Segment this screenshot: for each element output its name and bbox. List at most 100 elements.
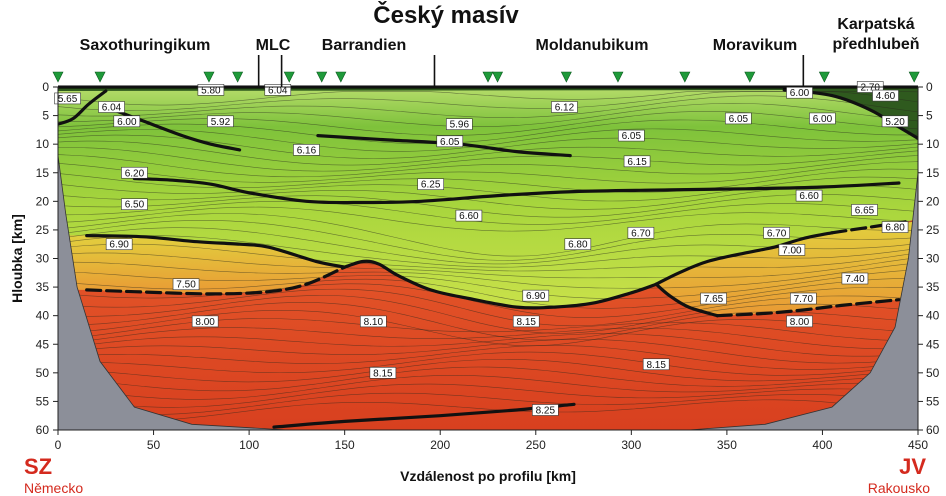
x-axis-label: Vzdálenost po profilu [km] bbox=[400, 468, 576, 484]
y-tick-label-right: 15 bbox=[926, 166, 940, 180]
velocity-label: 7.50 bbox=[176, 280, 196, 291]
velocity-contour bbox=[58, 213, 918, 257]
interface-line bbox=[85, 265, 347, 296]
velocity-label-box bbox=[105, 238, 133, 251]
velocity-contour bbox=[58, 161, 918, 184]
velocity-label: 5.96 bbox=[450, 120, 470, 131]
velocity-contour bbox=[58, 399, 918, 422]
velocity-label: 6.00 bbox=[790, 88, 810, 99]
velocity-label: 7.70 bbox=[794, 294, 814, 305]
province-label: Moravikum bbox=[713, 37, 797, 54]
velocity-label: 6.90 bbox=[526, 291, 546, 302]
velocity-label-box bbox=[98, 101, 125, 113]
velocity-label: 5.20 bbox=[885, 117, 905, 128]
interface-line bbox=[272, 402, 576, 429]
velocity-label-box bbox=[121, 198, 148, 210]
x-tick-label: 50 bbox=[147, 438, 161, 452]
velocity-label: 6.16 bbox=[297, 145, 317, 156]
y-tick-label-right: 55 bbox=[926, 394, 940, 408]
velocity-label: 6.05 bbox=[440, 137, 460, 148]
velocity-contour bbox=[58, 302, 918, 341]
interface-line bbox=[343, 259, 658, 310]
y-tick-label-right: 45 bbox=[926, 337, 940, 351]
velocity-contour bbox=[58, 261, 918, 289]
y-tick-label-left: 25 bbox=[36, 223, 50, 237]
velocity-contour bbox=[58, 277, 918, 309]
right-direction-label: JV bbox=[899, 454, 926, 479]
velocity-label: 5.65 bbox=[58, 94, 78, 105]
velocity-label: 8.00 bbox=[195, 317, 215, 328]
y-tick-label-right: 50 bbox=[926, 366, 940, 380]
velocity-label-box bbox=[872, 89, 899, 102]
province-label: Saxothuringikum bbox=[80, 37, 211, 54]
y-tick-label-left: 45 bbox=[36, 337, 50, 351]
velocity-label-box bbox=[532, 404, 559, 416]
x-tick-label: 300 bbox=[621, 438, 641, 452]
velocity-label: 6.80 bbox=[568, 240, 588, 251]
velocity-label-box bbox=[264, 84, 292, 96]
velocity-label-box bbox=[436, 135, 464, 148]
station-marker bbox=[94, 71, 106, 83]
velocity-label: 6.05 bbox=[622, 131, 642, 142]
velocity-label: 8.00 bbox=[790, 317, 810, 328]
station-marker bbox=[203, 71, 215, 83]
station-marker bbox=[908, 71, 920, 83]
velocity-label-box bbox=[54, 92, 81, 105]
velocity-contour bbox=[58, 140, 918, 166]
velocity-label: 4.60 bbox=[876, 91, 896, 102]
province-label-line: předhlubeň bbox=[832, 36, 919, 53]
velocity-label-box bbox=[113, 115, 141, 128]
station-marker bbox=[482, 71, 494, 83]
velocity-label: 6.00 bbox=[117, 117, 137, 128]
province-label: Moldanubikum bbox=[536, 37, 649, 54]
velocity-label: 8.15 bbox=[646, 360, 666, 371]
velocity-label: 8.15 bbox=[373, 368, 393, 379]
station-marker bbox=[492, 71, 504, 83]
y-tick-label-left: 40 bbox=[36, 309, 50, 323]
velocity-label-box bbox=[191, 315, 219, 328]
velocity-contour bbox=[58, 194, 918, 218]
velocity-label-box bbox=[618, 129, 645, 142]
velocity-label: 7.40 bbox=[845, 274, 865, 285]
velocity-contour bbox=[58, 235, 918, 268]
velocity-contour bbox=[58, 366, 918, 392]
x-tick-label: 0 bbox=[55, 438, 62, 452]
velocity-contour bbox=[58, 374, 918, 400]
station-marker bbox=[316, 71, 328, 83]
velocity-contour bbox=[58, 339, 918, 364]
velocity-contour bbox=[58, 103, 918, 127]
x-tick-label: 400 bbox=[812, 438, 832, 452]
velocity-label-box bbox=[795, 189, 823, 202]
velocity-label-box bbox=[369, 367, 397, 379]
y-tick-label-right: 35 bbox=[926, 280, 940, 294]
velocity-label: 6.60 bbox=[459, 211, 479, 222]
velocity-label-box bbox=[623, 155, 651, 168]
velocity-label: 6.04 bbox=[268, 85, 288, 96]
velocity-label-box bbox=[851, 204, 878, 216]
velocity-contour bbox=[58, 283, 918, 318]
y-tick-label-right: 0 bbox=[926, 80, 933, 94]
velocity-label: 6.90 bbox=[109, 240, 129, 251]
station-marker bbox=[52, 71, 64, 83]
y-tick-label-right: 25 bbox=[926, 223, 940, 237]
interface-line bbox=[715, 298, 901, 318]
station-marker bbox=[283, 71, 295, 83]
velocity-label-box bbox=[627, 226, 655, 239]
velocity-contour bbox=[58, 206, 918, 232]
lower-crust-right bbox=[656, 221, 918, 316]
velocity-contour bbox=[58, 351, 918, 376]
station-marker bbox=[232, 71, 244, 83]
y-tick-label-right: 10 bbox=[926, 137, 940, 151]
velocity-contour bbox=[58, 154, 918, 178]
velocity-contour bbox=[58, 295, 918, 334]
velocity-label-box bbox=[881, 115, 909, 128]
velocity-label-box bbox=[786, 315, 813, 328]
velocity-label-box bbox=[293, 144, 320, 156]
province-label: Karpatská předhlubeň bbox=[832, 16, 919, 53]
velocity-label: 6.80 bbox=[885, 223, 905, 234]
interface-line bbox=[782, 88, 918, 140]
province-label: Barrandien bbox=[322, 37, 406, 54]
x-tick-label: 200 bbox=[430, 438, 450, 452]
interface-line bbox=[132, 176, 901, 205]
